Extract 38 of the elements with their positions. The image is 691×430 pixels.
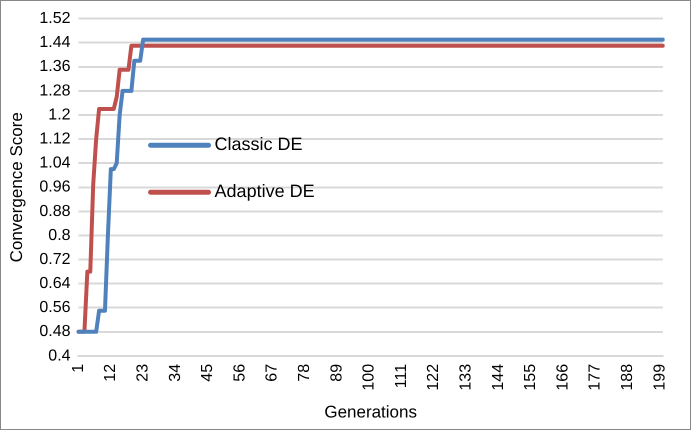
x-tick-label: 122: [425, 364, 442, 391]
y-tick-label: 1.44: [39, 34, 71, 52]
x-tick-label: 111: [392, 364, 410, 388]
x-tick-label: 34: [166, 364, 184, 382]
x-tick-label: 89: [328, 364, 346, 382]
y-tick-label: 1.28: [39, 82, 71, 100]
legend-label: Adaptive DE: [214, 181, 315, 202]
x-tick-label: 155: [522, 364, 540, 391]
y-tick-label: 0.64: [39, 275, 71, 292]
x-tick-label: 12: [102, 364, 120, 382]
x-tick-label: 23: [134, 364, 152, 382]
x-tick-label: 177: [586, 364, 604, 391]
y-tick-label: 1.36: [39, 58, 71, 76]
x-tick-label: 78: [296, 364, 314, 382]
y-tick-label: 0.72: [39, 250, 71, 268]
x-tick-label: 45: [199, 364, 216, 382]
y-tick-label: 1.2: [48, 106, 71, 124]
x-tick-label: 199: [651, 364, 668, 391]
y-tick-label: 0.8: [48, 226, 71, 244]
x-tick-label: 56: [231, 364, 248, 382]
y-tick-label: 1.12: [39, 130, 71, 148]
x-tick-label: 1: [70, 364, 87, 373]
y-tick-label: 0.4: [48, 347, 71, 364]
y-tick-label: 0.56: [39, 299, 71, 316]
y-tick-label: 0.96: [39, 178, 71, 196]
x-tick-label: 144: [490, 364, 507, 391]
legend-label: Classic DE: [214, 134, 303, 154]
x-axis-title: Generations: [324, 402, 417, 422]
x-tick-label: 133: [457, 364, 474, 391]
y-axis-title: Convergence Score: [6, 112, 26, 262]
x-tick-label: 100: [360, 364, 378, 391]
y-tick-label: 1.52: [39, 10, 71, 28]
y-tick-label: 0.88: [39, 202, 71, 220]
x-tick-label: 166: [554, 364, 572, 391]
x-tick-label: 67: [264, 364, 281, 382]
y-tick-label: 1.04: [39, 154, 71, 172]
x-tick-label: 188: [618, 364, 636, 391]
y-tick-label: 0.48: [39, 323, 71, 340]
